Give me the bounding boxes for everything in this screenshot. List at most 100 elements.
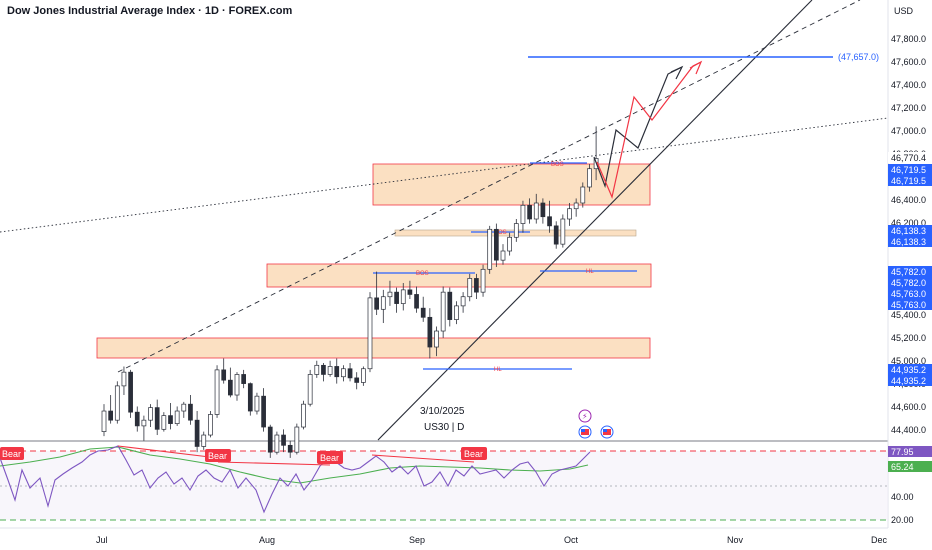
- candle-body[interactable]: [321, 364, 326, 375]
- candle-body[interactable]: [234, 374, 240, 396]
- candle-body[interactable]: [587, 168, 592, 188]
- candle-body[interactable]: [407, 289, 413, 295]
- candle-body[interactable]: [287, 444, 293, 453]
- bear-tag-4[interactable]: [461, 447, 487, 460]
- candle-body[interactable]: [128, 371, 133, 413]
- candle-body[interactable]: [154, 407, 160, 430]
- candle-body[interactable]: [114, 385, 120, 421]
- candle-body[interactable]: [427, 316, 433, 348]
- dashed-channel-line[interactable]: [117, 0, 861, 373]
- price-tag-last-bg: [888, 152, 932, 163]
- ascending-trendline[interactable]: [377, 0, 813, 441]
- candle-body[interactable]: [314, 364, 320, 375]
- candle-body[interactable]: [201, 434, 207, 447]
- candle-body[interactable]: [134, 411, 140, 427]
- candle-body[interactable]: [460, 296, 466, 307]
- candle-body[interactable]: [367, 297, 373, 370]
- candle-body[interactable]: [101, 410, 107, 432]
- candle-body[interactable]: [141, 419, 147, 427]
- candle-body[interactable]: [527, 204, 532, 220]
- candle-body[interactable]: [440, 291, 446, 332]
- candle-body[interactable]: [294, 426, 300, 453]
- rsi-line[interactable]: [0, 445, 591, 514]
- candle-body[interactable]: [540, 202, 546, 218]
- candle-body[interactable]: [533, 202, 539, 220]
- candle-body[interactable]: [108, 410, 114, 421]
- candle-body[interactable]: [474, 278, 479, 293]
- candle-body[interactable]: [447, 291, 453, 320]
- candle-body[interactable]: [361, 368, 366, 383]
- candle-body[interactable]: [301, 403, 306, 428]
- candle-body[interactable]: [274, 434, 280, 453]
- candle-body[interactable]: [347, 368, 353, 379]
- time-axis[interactable]: Jul Aug Sep Oct Nov Dec: [96, 535, 888, 545]
- event-icons[interactable]: ⚡: [578, 409, 614, 439]
- bos-label-mid: BOS: [494, 230, 507, 236]
- candle-body[interactable]: [281, 434, 286, 446]
- candle-body[interactable]: [414, 294, 419, 309]
- candle-body[interactable]: [241, 374, 246, 384]
- candle-body[interactable]: [507, 236, 512, 252]
- candle-body[interactable]: [434, 330, 439, 348]
- candle-body[interactable]: [520, 204, 526, 224]
- price-tag: 45,763.0: [891, 300, 926, 310]
- candle-body[interactable]: [500, 250, 506, 261]
- candle-body[interactable]: [214, 369, 220, 415]
- bear-divergence-line-2[interactable]: [217, 461, 331, 466]
- candle-body[interactable]: [247, 383, 253, 412]
- candle-body[interactable]: [560, 218, 566, 245]
- candle-body[interactable]: [494, 228, 499, 261]
- candle-body[interactable]: [454, 305, 459, 320]
- candle-body[interactable]: [394, 291, 399, 304]
- candle-body[interactable]: [380, 296, 386, 310]
- time-label: Jul: [96, 535, 108, 545]
- projection-arrowhead-red: [689, 60, 703, 75]
- projection-path-black[interactable]: [593, 66, 683, 189]
- bear-tag-1[interactable]: [0, 447, 24, 460]
- rsi-axis[interactable]: 77.95 65.24 40.00 20.00: [888, 446, 932, 525]
- candle-body[interactable]: [161, 415, 167, 430]
- candle-body[interactable]: [341, 368, 346, 378]
- candle-body[interactable]: [254, 395, 260, 412]
- candle-body[interactable]: [194, 419, 200, 447]
- candle-body[interactable]: [480, 268, 486, 293]
- candle-body[interactable]: [567, 208, 572, 220]
- candle-body[interactable]: [573, 202, 579, 210]
- candle-body[interactable]: [420, 307, 426, 318]
- candle-body[interactable]: [387, 291, 393, 298]
- lightning-icon[interactable]: [578, 409, 592, 423]
- candle-body[interactable]: [307, 374, 313, 405]
- dotted-trendline[interactable]: [0, 117, 889, 233]
- currency-label[interactable]: USD: [894, 6, 914, 16]
- candle-body[interactable]: [580, 186, 586, 204]
- demand-zone-lower[interactable]: [96, 337, 651, 359]
- candle-body[interactable]: [121, 371, 127, 387]
- candle-body[interactable]: [267, 426, 273, 453]
- candle-body[interactable]: [148, 407, 153, 421]
- candle-body[interactable]: [188, 403, 193, 421]
- bear-divergence-line-1[interactable]: [117, 445, 219, 459]
- hl-label-low: HL: [494, 367, 502, 373]
- candle-body[interactable]: [467, 278, 473, 298]
- bear-tag-3[interactable]: [317, 451, 343, 464]
- candle-body[interactable]: [261, 395, 266, 428]
- candle-body[interactable]: [208, 414, 213, 436]
- candle-body[interactable]: [174, 410, 180, 424]
- candle-body[interactable]: [354, 377, 360, 383]
- candle-body[interactable]: [228, 379, 233, 396]
- bear-divergence-line-3[interactable]: [371, 454, 475, 463]
- candle-body[interactable]: [221, 369, 227, 381]
- candle-body[interactable]: [547, 216, 552, 227]
- candle-body[interactable]: [513, 223, 519, 238]
- candle-body[interactable]: [553, 225, 559, 245]
- candle-body[interactable]: [181, 403, 187, 412]
- bear-tag-2[interactable]: [205, 449, 231, 462]
- candle-body[interactable]: [327, 366, 333, 375]
- demand-zone-middle[interactable]: [266, 263, 652, 288]
- candle-body[interactable]: [487, 228, 493, 270]
- candle-body[interactable]: [168, 415, 173, 424]
- candle-body[interactable]: [374, 297, 379, 310]
- candle-body[interactable]: [334, 366, 340, 378]
- candle-body[interactable]: [400, 289, 406, 304]
